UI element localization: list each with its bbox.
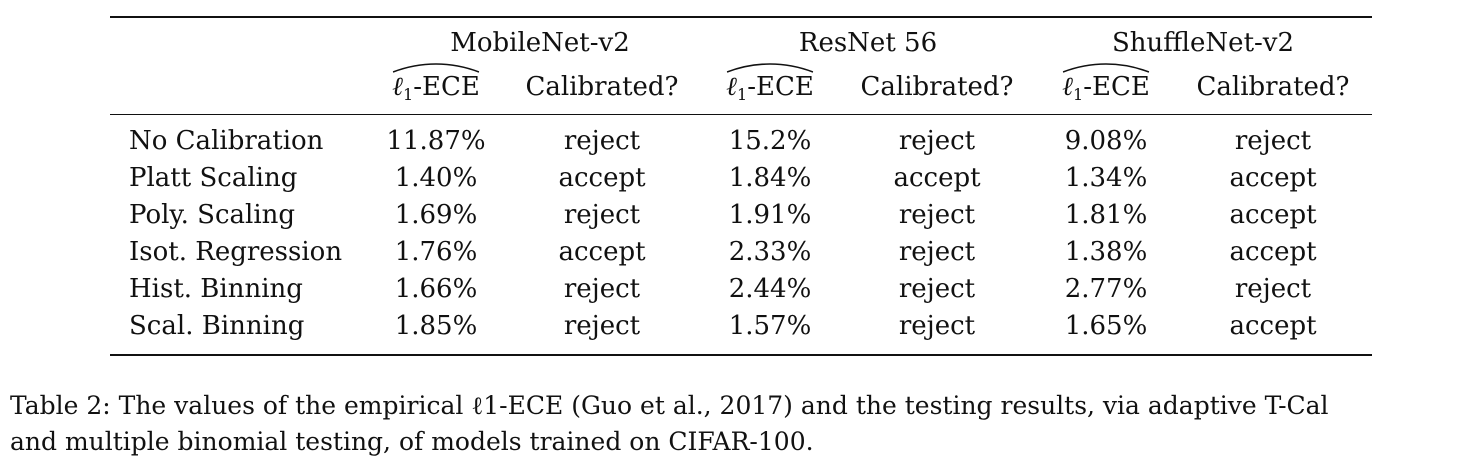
table-cell: 2.44% <box>728 274 812 304</box>
method-label: Isot. Regression <box>129 237 343 267</box>
table-cell: reject <box>1234 274 1312 304</box>
table-cell: reject <box>898 311 976 341</box>
table-cell: 1.69% <box>394 200 478 230</box>
table-cell: 1.81% <box>1064 200 1148 230</box>
table-cell: 1.91% <box>728 200 812 230</box>
table-cell: accept <box>1229 311 1317 341</box>
table-cell: reject <box>898 200 976 230</box>
model-header-resnet: ResNet 56 <box>798 28 938 58</box>
method-label: Platt Scaling <box>129 163 298 193</box>
top-rule <box>110 16 1372 18</box>
table-cell: 1.40% <box>394 163 478 193</box>
model-header-mobilenet: MobileNet-v2 <box>450 28 630 58</box>
method-label: Scal. Binning <box>129 311 305 341</box>
ece-header: ℓ1-ECE <box>392 63 480 110</box>
calibrated-header: Calibrated? <box>525 72 679 102</box>
table-cell: accept <box>893 163 981 193</box>
table-cell: accept <box>558 163 646 193</box>
caption-line-2: and multiple binomial testing, of models… <box>10 427 814 456</box>
table-caption: Table 2: The values of the empirical ℓ1-… <box>10 388 1480 460</box>
ece-hat-symbol: ℓ1-ECE <box>392 63 480 110</box>
table-cell: reject <box>563 200 641 230</box>
table-cell: reject <box>898 274 976 304</box>
caption-line-1: Table 2: The values of the empirical ℓ1-… <box>10 391 1329 420</box>
table-cell: 1.65% <box>1064 311 1148 341</box>
table-cell: reject <box>563 274 641 304</box>
table-cell: 11.87% <box>386 126 486 156</box>
table-cell: accept <box>1229 237 1317 267</box>
header-rule <box>110 114 1372 115</box>
table-cell: accept <box>1229 200 1317 230</box>
ece-header: ℓ1-ECE <box>1062 63 1150 110</box>
table-cell: 1.66% <box>394 274 478 304</box>
table-cell: reject <box>563 126 641 156</box>
method-label: No Calibration <box>129 126 324 156</box>
calibrated-header: Calibrated? <box>1196 72 1350 102</box>
table-cell: 1.57% <box>728 311 812 341</box>
calibrated-header: Calibrated? <box>860 72 1014 102</box>
table-cell: 2.77% <box>1064 274 1148 304</box>
ece-header: ℓ1-ECE <box>726 63 814 110</box>
table-cell: 15.2% <box>728 126 812 156</box>
method-label: Poly. Scaling <box>129 200 296 230</box>
ece-hat-symbol: ℓ1-ECE <box>1062 63 1150 110</box>
method-label: Hist. Binning <box>129 274 303 304</box>
table-cell: 2.33% <box>728 237 812 267</box>
table-cell: reject <box>1234 126 1312 156</box>
table-cell: 1.84% <box>728 163 812 193</box>
table-cell: 1.76% <box>394 237 478 267</box>
table-cell: reject <box>898 126 976 156</box>
table-cell: 1.85% <box>394 311 478 341</box>
table-cell: 9.08% <box>1064 126 1148 156</box>
table-cell: reject <box>563 311 641 341</box>
table-cell: 1.34% <box>1064 163 1148 193</box>
table-cell: reject <box>898 237 976 267</box>
table-cell: accept <box>558 237 646 267</box>
table-cell: 1.38% <box>1064 237 1148 267</box>
model-header-shufflenet: ShuffleNet-v2 <box>1111 28 1295 58</box>
table-cell: accept <box>1229 163 1317 193</box>
bottom-rule <box>110 354 1372 356</box>
ece-hat-symbol: ℓ1-ECE <box>726 63 814 110</box>
